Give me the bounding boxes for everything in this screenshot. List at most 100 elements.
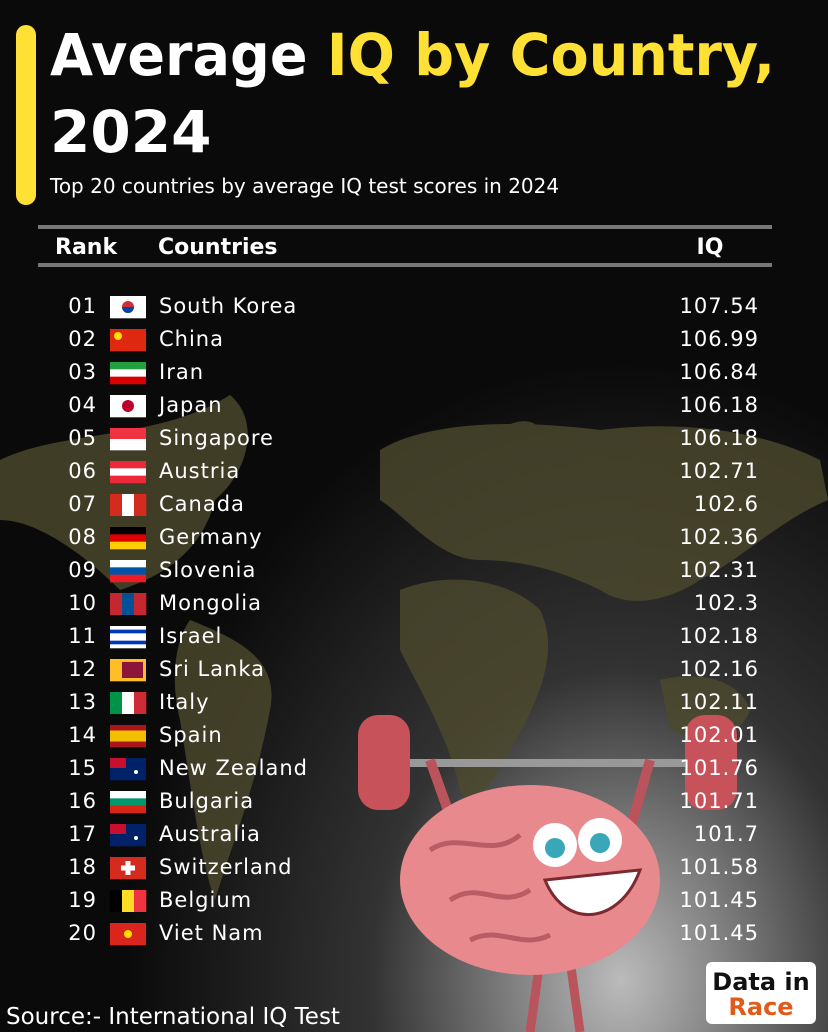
table-row: 07 Canada 102.6 xyxy=(68,492,759,516)
flag-stripe xyxy=(110,534,146,542)
logo-box xyxy=(706,962,816,1024)
iq-score: 102.11 xyxy=(680,690,759,714)
barbell-weight xyxy=(358,715,410,810)
flag-stripe xyxy=(110,741,146,748)
flag-stripe xyxy=(110,736,146,742)
title-line2: 2024 xyxy=(50,98,211,166)
table-body: 01 South Korea 107.54 02 China 106.99 03 Iran 10… xyxy=(68,294,759,946)
pupil xyxy=(590,833,610,853)
country: Germany xyxy=(159,525,263,549)
rank: 02 xyxy=(68,327,97,351)
pupil xyxy=(545,838,565,858)
flag xyxy=(110,626,146,649)
flag-stripe xyxy=(110,376,146,385)
iq-score: 102.31 xyxy=(680,558,759,582)
country: Canada xyxy=(159,492,245,516)
rank: 13 xyxy=(68,690,97,714)
rank: 06 xyxy=(68,459,97,483)
country: Sri Lanka xyxy=(159,657,265,681)
flag-stripe xyxy=(122,890,135,912)
table-row: 01 South Korea 107.54 xyxy=(68,294,758,319)
flag-emblem xyxy=(121,865,135,871)
flag-stripe xyxy=(110,475,146,484)
logo-text: Race xyxy=(728,993,793,1021)
iq-score: 102.36 xyxy=(680,525,759,549)
flag-stripe xyxy=(110,730,146,737)
rank: 12 xyxy=(68,657,97,681)
iq-score: 101.45 xyxy=(680,888,759,912)
accent-bar xyxy=(16,25,36,205)
country: Austria xyxy=(159,459,240,483)
flag-stripe xyxy=(110,640,146,645)
title-text: Average xyxy=(50,21,327,89)
flag-stripe xyxy=(110,428,146,440)
flag-stripe xyxy=(110,890,123,912)
rank: 03 xyxy=(68,360,97,384)
flag-stripe xyxy=(134,494,147,516)
flag xyxy=(110,494,147,516)
column-header: IQ xyxy=(697,235,724,260)
rank: 16 xyxy=(68,789,97,813)
country: Japan xyxy=(157,393,223,417)
flag-stripe xyxy=(110,468,146,476)
flag-emblem xyxy=(122,662,143,678)
table-row: 20 Viet Nam 101.45 xyxy=(68,921,758,946)
flag-stripe xyxy=(110,633,146,638)
table-row: 06 Austria 102.71 xyxy=(68,459,758,484)
country: Italy xyxy=(159,690,210,714)
flag-emblem xyxy=(110,758,126,768)
country: China xyxy=(159,327,224,351)
flag-emblem xyxy=(114,332,122,340)
table-row: 17 Australia 101.7 xyxy=(68,822,758,847)
flag-stripe xyxy=(110,574,146,583)
rank: 19 xyxy=(68,888,97,912)
table-row: 10 Mongolia 102.3 xyxy=(68,591,758,615)
world-map xyxy=(0,395,828,900)
flag xyxy=(110,428,146,451)
brain-lifter xyxy=(358,715,737,1032)
flag-stripe xyxy=(110,369,146,377)
flag xyxy=(110,923,146,946)
rank: 17 xyxy=(68,822,97,846)
flag-stripe xyxy=(110,527,146,535)
rank: 09 xyxy=(68,558,97,582)
flag-stripe xyxy=(134,692,147,714)
table-row: 05 Singapore 106.18 xyxy=(68,426,759,451)
flag xyxy=(110,362,146,385)
flag xyxy=(110,395,146,418)
country: Belgium xyxy=(159,888,252,912)
column-header: Rank xyxy=(55,235,118,260)
flag-stripe xyxy=(110,626,146,630)
iq-score: 102.6 xyxy=(694,492,759,516)
country: Bulgaria xyxy=(159,789,254,813)
flag xyxy=(110,758,146,781)
country: Mongolia xyxy=(159,591,262,615)
rank: 08 xyxy=(68,525,97,549)
country: Switzerland xyxy=(159,855,293,879)
flag-stripe xyxy=(110,494,123,516)
flag-stripe xyxy=(110,541,146,550)
flag xyxy=(110,857,146,880)
subtitle: Top 20 countries by average IQ test scor… xyxy=(49,174,559,198)
iq-score: 106.18 xyxy=(680,426,759,450)
flag-stripe xyxy=(110,439,146,451)
country: Viet Nam xyxy=(159,921,264,945)
flag-emblem xyxy=(134,770,138,774)
table-row: 16 Bulgaria 101.71 xyxy=(68,789,758,814)
table-row: 03 Iran 106.84 xyxy=(68,360,758,385)
logo-text: Data in xyxy=(712,968,809,996)
flag-stripe xyxy=(110,629,146,634)
brain-folds xyxy=(428,833,552,943)
flag xyxy=(110,692,147,714)
rank: 01 xyxy=(68,294,97,318)
flag-emblem xyxy=(110,824,126,834)
flag-stripe xyxy=(110,725,146,731)
flag-emblem xyxy=(122,307,134,313)
flag-stripe xyxy=(110,637,146,641)
flag-stripe xyxy=(110,362,146,370)
flag xyxy=(110,725,146,748)
table-row: 12 Sri Lanka 102.16 xyxy=(68,657,758,682)
title-highlight: IQ by Country, xyxy=(327,21,775,89)
flag-stripe xyxy=(122,494,135,516)
flag-stripe xyxy=(110,692,123,714)
